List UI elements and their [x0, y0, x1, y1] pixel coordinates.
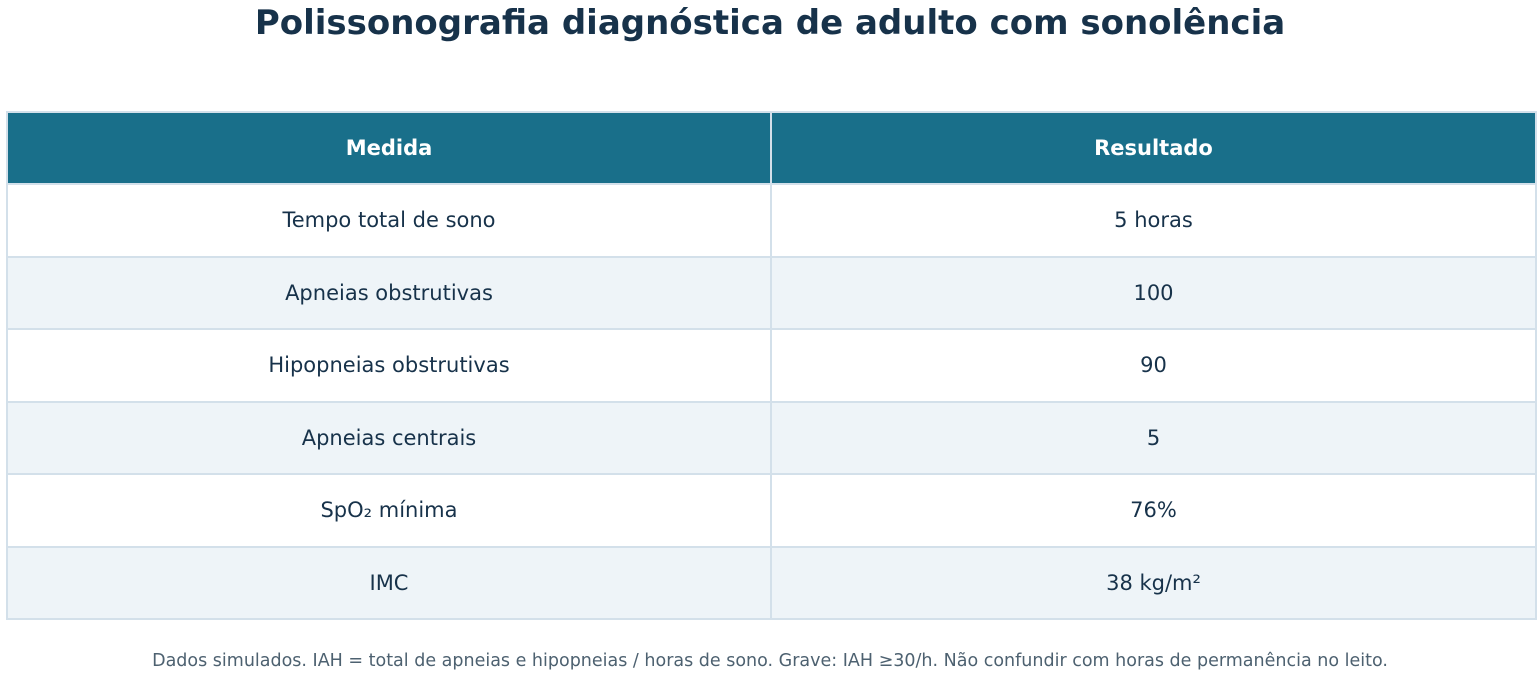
results-table: Medida Resultado Tempo total de sono 5 h… — [6, 111, 1537, 620]
footnote: Dados simulados. IAH = total de apneias … — [152, 651, 1388, 671]
cell-result: 100 — [770, 255, 1537, 330]
table-row: IMC 38 kg/m² — [6, 545, 1537, 620]
table-row: Apneias obstrutivas 100 — [6, 255, 1537, 330]
cell-result: 5 — [770, 400, 1537, 475]
table-header-row: Medida Resultado — [6, 111, 1537, 185]
table-row: SpO₂ mínima 76% — [6, 473, 1537, 548]
cell-measure: Hipopneias obstrutivas — [6, 328, 772, 403]
cell-result: 5 horas — [770, 183, 1537, 258]
column-header-medida: Medida — [6, 111, 772, 185]
cell-measure: SpO₂ mínima — [6, 473, 772, 548]
cell-measure: Apneias obstrutivas — [6, 255, 772, 330]
cell-result: 90 — [770, 328, 1537, 403]
cell-measure: Apneias centrais — [6, 400, 772, 475]
cell-measure: IMC — [6, 545, 772, 620]
table-row: Apneias centrais 5 — [6, 400, 1537, 475]
cell-result: 76% — [770, 473, 1537, 548]
cell-measure: Tempo total de sono — [6, 183, 772, 258]
table-row: Tempo total de sono 5 horas — [6, 183, 1537, 258]
cell-result: 38 kg/m² — [770, 545, 1537, 620]
chart-title: Polissonografia diagnóstica de adulto co… — [254, 3, 1286, 43]
table-row: Hipopneias obstrutivas 90 — [6, 328, 1537, 403]
column-header-resultado: Resultado — [770, 111, 1537, 185]
